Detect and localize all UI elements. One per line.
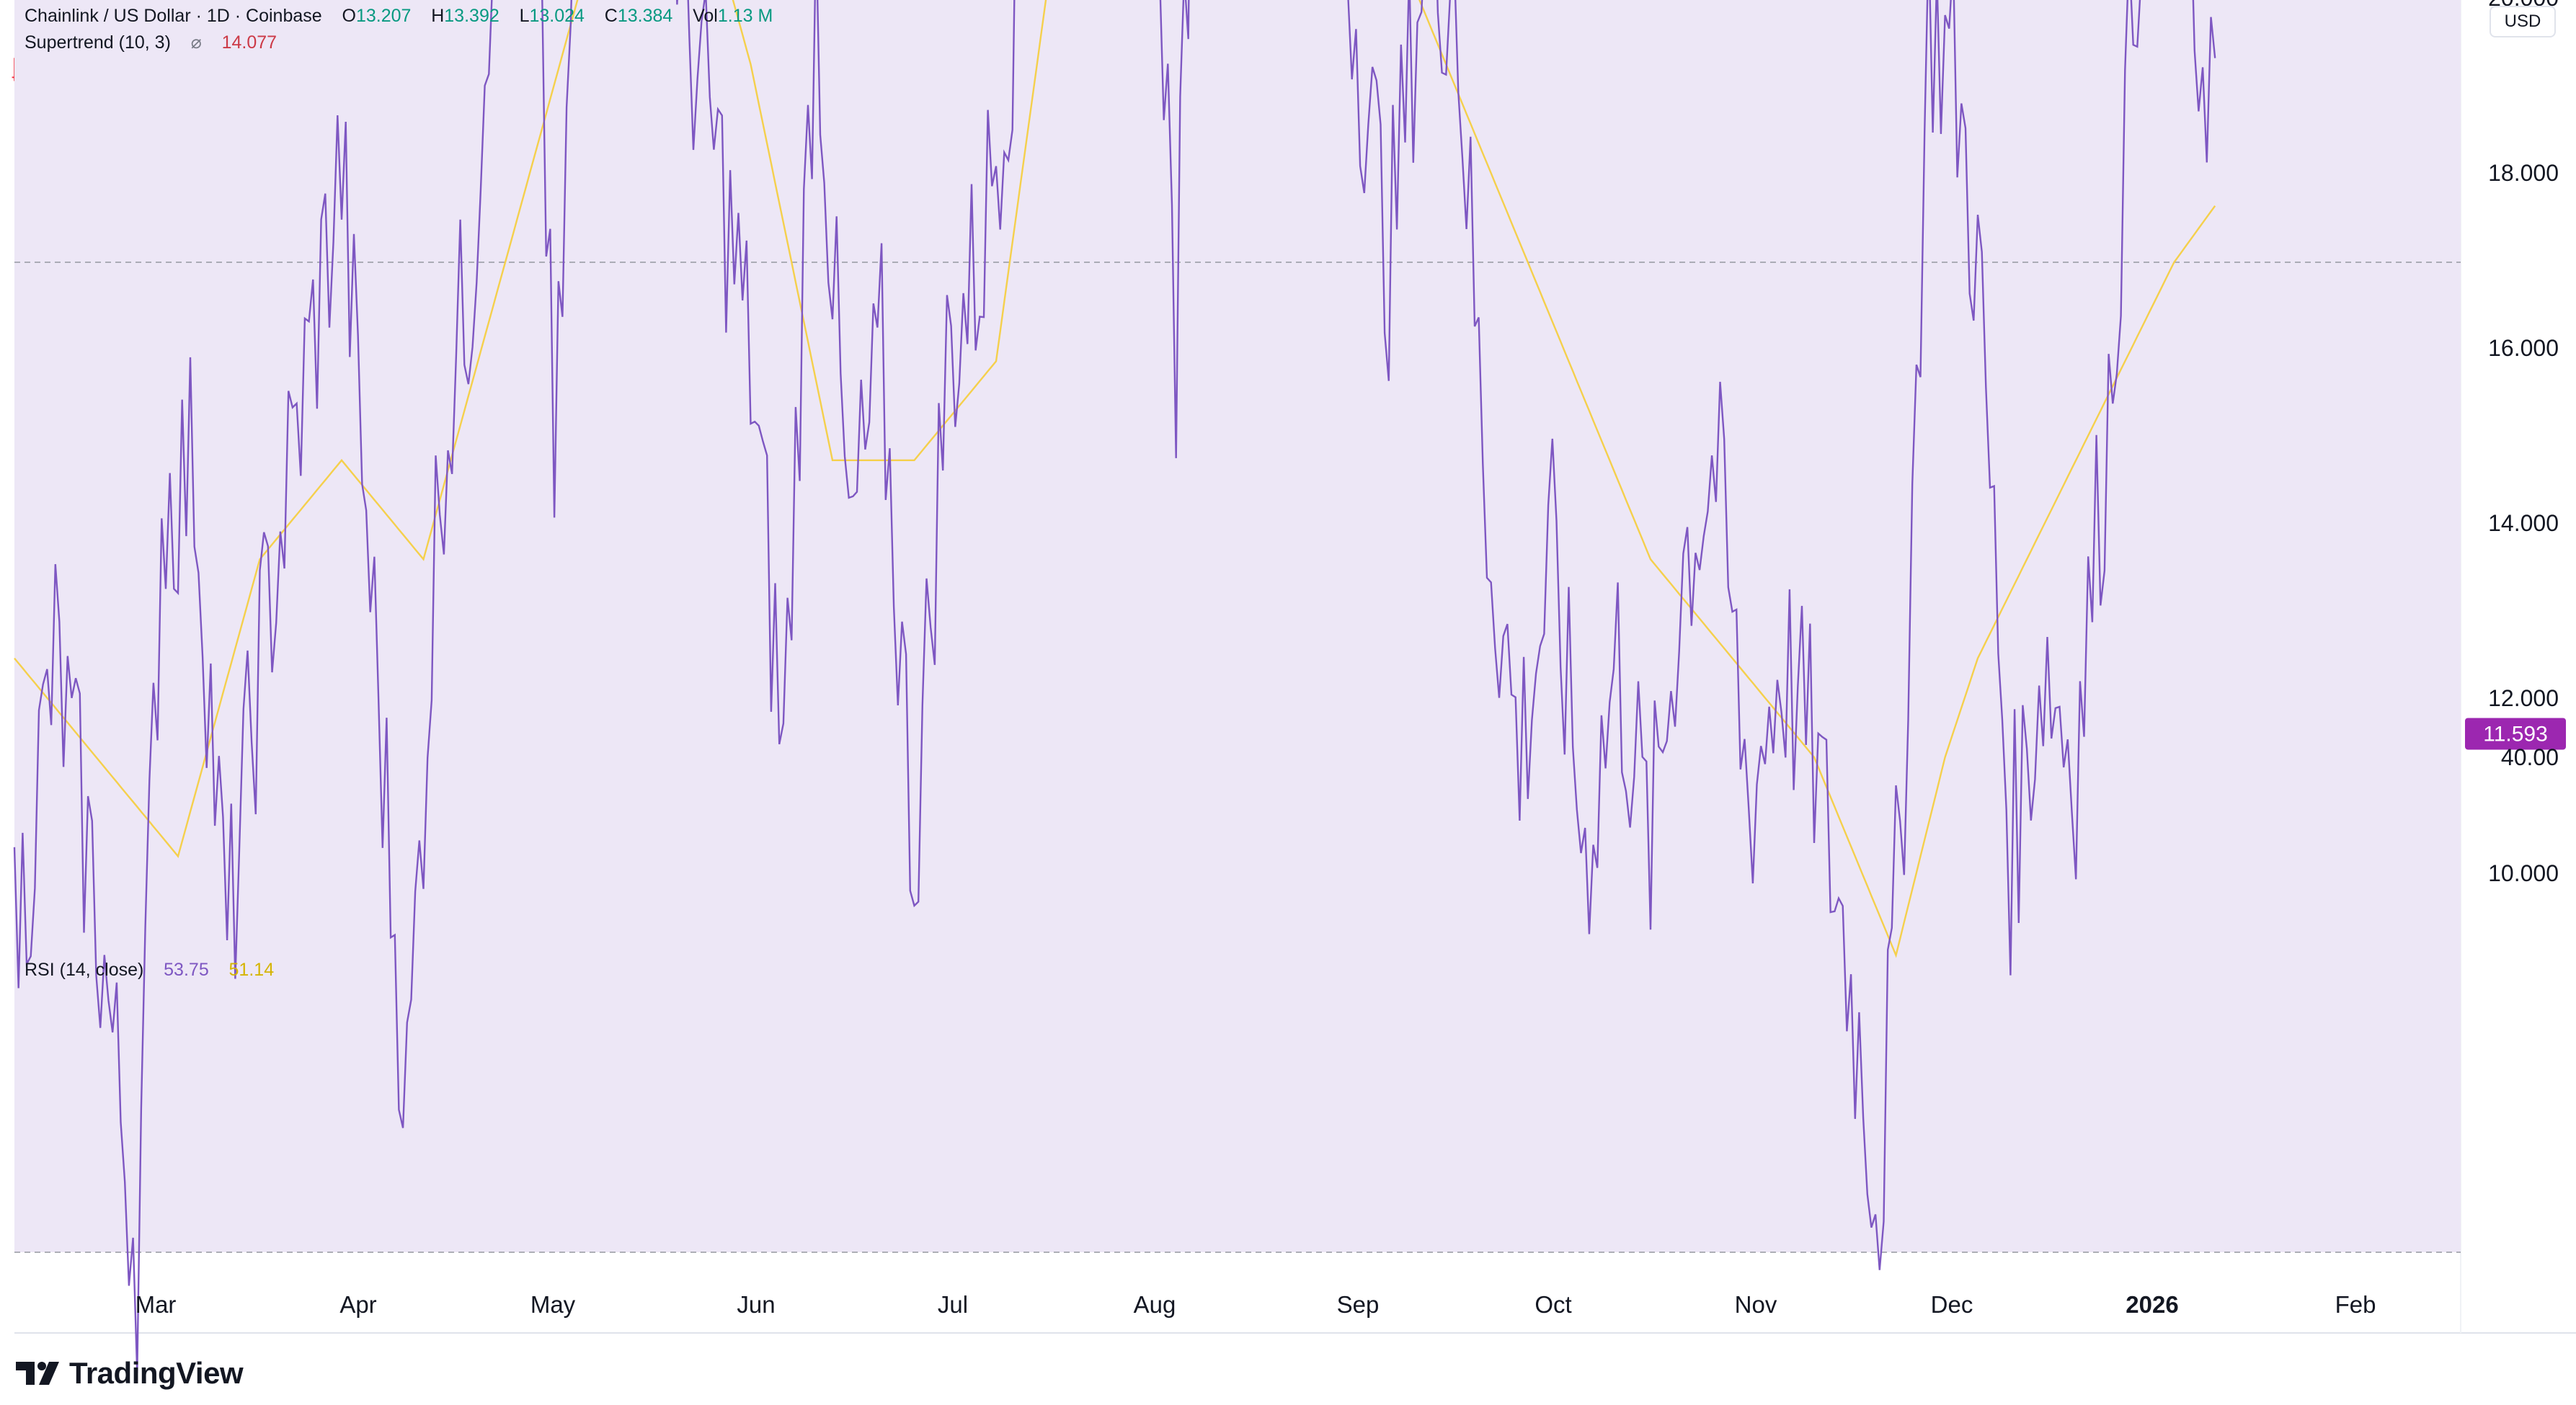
price-axis-tick-label: 12.000 bbox=[2488, 685, 2559, 711]
symbol-legend[interactable]: Chainlink / US Dollar · 1D · Coinbase O1… bbox=[25, 6, 773, 27]
tradingview-logo[interactable]: TradingView bbox=[16, 1356, 244, 1391]
price-axis-tick-label: 16.000 bbox=[2488, 335, 2559, 361]
time-axis-tick-label: Jul bbox=[938, 1291, 968, 1318]
rsi-legend[interactable]: RSI (14, close) 53.75 51.14 bbox=[25, 960, 274, 981]
open-label: O bbox=[342, 6, 356, 26]
tradingview-logo-icon bbox=[16, 1362, 59, 1385]
time-axis-tick-label: Nov bbox=[1735, 1291, 1777, 1318]
supertrend-name: Supertrend (10, 3) bbox=[25, 32, 171, 53]
close-value: 13.384 bbox=[617, 6, 673, 26]
time-axis-tick-label: Aug bbox=[1134, 1291, 1176, 1318]
close-label: C bbox=[604, 6, 618, 26]
currency-selector[interactable]: USD bbox=[2490, 6, 2556, 37]
settings-icon[interactable]: ⌀ bbox=[190, 32, 202, 53]
price-axis-tick-label: 18.000 bbox=[2488, 160, 2559, 186]
time-axis-tick-label: Dec bbox=[1931, 1291, 1973, 1318]
volume-label: Vol bbox=[693, 6, 718, 26]
price-axis-tick-label: 20.000 bbox=[2488, 0, 2559, 11]
low-label: L bbox=[519, 6, 530, 26]
open-value: 13.207 bbox=[355, 6, 412, 26]
time-axis-tick-label: Apr bbox=[339, 1291, 376, 1318]
time-axis-tick-label: Feb bbox=[2335, 1291, 2376, 1318]
rsi-axis-tick-label: 40.00 bbox=[2501, 744, 2559, 770]
rsi-name: RSI (14, close) bbox=[25, 960, 144, 980]
rsi-band-background bbox=[14, 0, 2461, 1252]
rsi-line bbox=[13, 0, 2216, 1373]
rsi-ma-line bbox=[14, 0, 2216, 958]
high-value: 13.392 bbox=[444, 6, 499, 26]
supertrend-legend[interactable]: Supertrend (10, 3) ⌀ 14.077 bbox=[25, 32, 277, 53]
high-label: H bbox=[431, 6, 445, 26]
supertrend-value: 14.077 bbox=[221, 32, 277, 53]
time-axis-tick-label: Mar bbox=[136, 1291, 177, 1318]
time-axis-tick-label: Oct bbox=[1535, 1291, 1571, 1318]
level-price-label: 11.593 bbox=[2483, 722, 2548, 746]
time-axis-tick-label: Jun bbox=[737, 1291, 775, 1318]
rsi-value: 53.75 bbox=[164, 960, 209, 980]
rsi-ma-value: 51.14 bbox=[228, 960, 275, 980]
price-axis-tick-label: 10.000 bbox=[2488, 860, 2559, 886]
logo-text: TradingView bbox=[69, 1356, 244, 1390]
symbol-title: Chainlink / US Dollar · 1D · Coinbase bbox=[25, 6, 322, 26]
time-axis-tick-label: May bbox=[530, 1291, 576, 1318]
time-axis-tick-label: Sep bbox=[1337, 1291, 1380, 1318]
price-axis-tick-label: 14.000 bbox=[2488, 510, 2559, 536]
level-price-tag bbox=[2465, 718, 2566, 750]
time-axis-tick-label: 2026 bbox=[2126, 1291, 2178, 1318]
low-value: 13.024 bbox=[529, 6, 585, 26]
volume-value: 1.13 M bbox=[717, 6, 773, 26]
